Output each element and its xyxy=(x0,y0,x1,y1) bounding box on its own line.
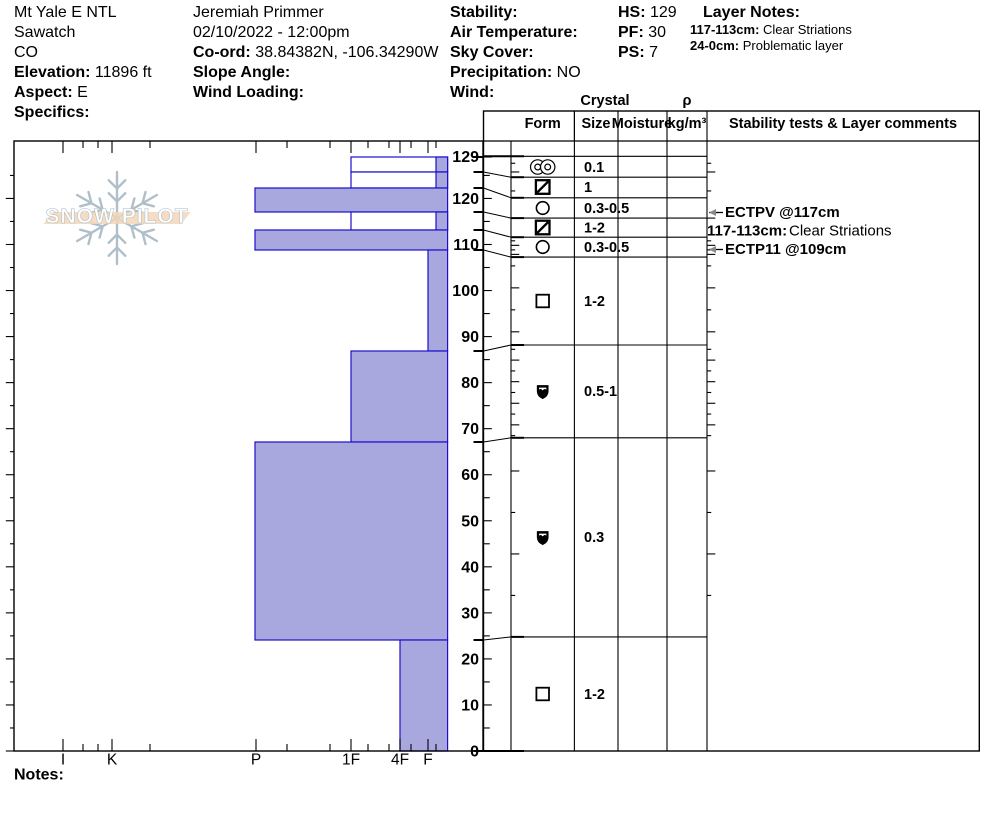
svg-text:Crystal: Crystal xyxy=(580,93,629,109)
svg-text:1-2: 1-2 xyxy=(584,221,605,237)
svg-text:4F: 4F xyxy=(391,752,409,769)
svg-text:1F: 1F xyxy=(342,752,360,769)
svg-text:Moisture: Moisture xyxy=(612,116,672,132)
svg-text:Clear Striations: Clear Striations xyxy=(789,223,892,240)
svg-text:70: 70 xyxy=(461,421,479,438)
svg-text:80: 80 xyxy=(461,375,479,392)
svg-text:30: 30 xyxy=(461,605,479,622)
svg-text:Stability tests & Layer commen: Stability tests & Layer comments xyxy=(729,116,957,132)
svg-text:Size: Size xyxy=(581,116,610,132)
svg-text:SNOW PILOT: SNOW PILOT xyxy=(45,205,188,228)
svg-text:100: 100 xyxy=(452,283,479,300)
svg-text:ECTPV @117cm: ECTPV @117cm xyxy=(725,204,840,221)
svg-text:1-2: 1-2 xyxy=(584,294,605,310)
svg-text:10: 10 xyxy=(461,697,479,714)
svg-text:50: 50 xyxy=(461,513,479,530)
svg-text:Form: Form xyxy=(525,116,561,132)
svg-text:40: 40 xyxy=(461,559,479,576)
svg-text:ρ: ρ xyxy=(683,93,692,109)
svg-text:90: 90 xyxy=(461,329,479,346)
svg-text:120: 120 xyxy=(452,191,479,208)
svg-text:I: I xyxy=(61,752,65,769)
svg-text:K: K xyxy=(107,752,118,769)
svg-text:1: 1 xyxy=(584,180,592,196)
svg-text:1-2: 1-2 xyxy=(584,687,605,703)
svg-text:0.3: 0.3 xyxy=(584,530,604,546)
svg-text:60: 60 xyxy=(461,467,479,484)
svg-text:F: F xyxy=(423,752,432,769)
svg-text:0.3-0.5: 0.3-0.5 xyxy=(584,240,629,256)
svg-text:kg/m³: kg/m³ xyxy=(668,116,707,132)
svg-text:P: P xyxy=(251,752,261,769)
svg-text:0.1: 0.1 xyxy=(584,160,604,176)
svg-text:110: 110 xyxy=(453,237,479,254)
svg-text:0.5-1: 0.5-1 xyxy=(584,384,617,400)
svg-text:ECTP11 @109cm: ECTP11 @109cm xyxy=(725,241,846,258)
svg-text:Notes:: Notes: xyxy=(14,767,64,784)
svg-text:0.3-0.5: 0.3-0.5 xyxy=(584,201,629,217)
svg-text:20: 20 xyxy=(461,651,479,668)
svg-text:117-113cm:: 117-113cm: xyxy=(707,223,787,240)
